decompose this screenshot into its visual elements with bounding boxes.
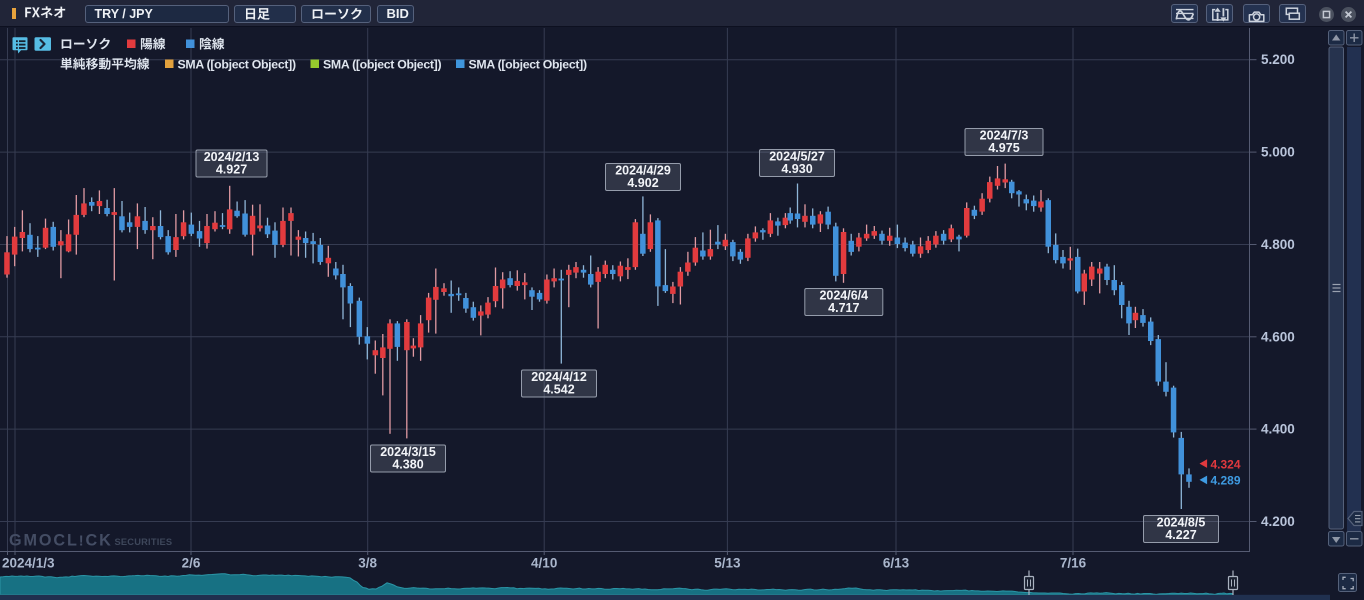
svg-text:2024/2/13: 2024/2/13 <box>204 150 260 164</box>
svg-text:6/13: 6/13 <box>883 556 910 571</box>
svg-text:4.200: 4.200 <box>1261 514 1295 529</box>
svg-text:4.902: 4.902 <box>627 176 658 190</box>
svg-text:4.717: 4.717 <box>828 301 859 315</box>
svg-text:2024/1/3: 2024/1/3 <box>2 556 55 571</box>
svg-text:GMOCL!CK: GMOCL!CK <box>9 532 113 550</box>
svg-text:4.930: 4.930 <box>781 162 812 176</box>
svg-text:4.324: 4.324 <box>1211 457 1241 471</box>
svg-text:2024/4/29: 2024/4/29 <box>615 164 671 178</box>
svg-text:2024/7/3: 2024/7/3 <box>980 129 1029 143</box>
svg-text:SMA ([object Object]): SMA ([object Object]) <box>469 58 587 72</box>
svg-text:2024/6/4: 2024/6/4 <box>819 289 868 303</box>
svg-text:SMA ([object Object]): SMA ([object Object]) <box>323 58 441 72</box>
svg-text:2024/8/5: 2024/8/5 <box>1157 516 1206 530</box>
svg-text:4.800: 4.800 <box>1261 237 1295 252</box>
svg-text:5.200: 5.200 <box>1261 52 1295 67</box>
svg-text:SECURITIES: SECURITIES <box>115 537 173 547</box>
svg-text:4.975: 4.975 <box>988 141 1019 155</box>
svg-text:7/16: 7/16 <box>1060 556 1087 571</box>
svg-text:2/6: 2/6 <box>182 556 201 571</box>
svg-text:5.000: 5.000 <box>1261 145 1295 160</box>
svg-text:4.927: 4.927 <box>216 163 247 177</box>
svg-text:4.400: 4.400 <box>1261 422 1295 437</box>
svg-text:4.227: 4.227 <box>1165 528 1196 542</box>
svg-text:4.600: 4.600 <box>1261 329 1295 344</box>
svg-text:4.542: 4.542 <box>543 383 574 397</box>
svg-text:3/8: 3/8 <box>358 556 377 571</box>
svg-text:2024/5/27: 2024/5/27 <box>769 150 825 164</box>
svg-text:SMA ([object Object]): SMA ([object Object]) <box>178 58 296 72</box>
svg-text:2024/4/12: 2024/4/12 <box>531 370 587 384</box>
svg-text:5/13: 5/13 <box>714 556 741 571</box>
svg-text:2024/3/15: 2024/3/15 <box>380 445 436 459</box>
svg-text:4.289: 4.289 <box>1211 474 1241 488</box>
svg-text:4/10: 4/10 <box>531 556 557 571</box>
svg-text:4.380: 4.380 <box>392 458 423 472</box>
